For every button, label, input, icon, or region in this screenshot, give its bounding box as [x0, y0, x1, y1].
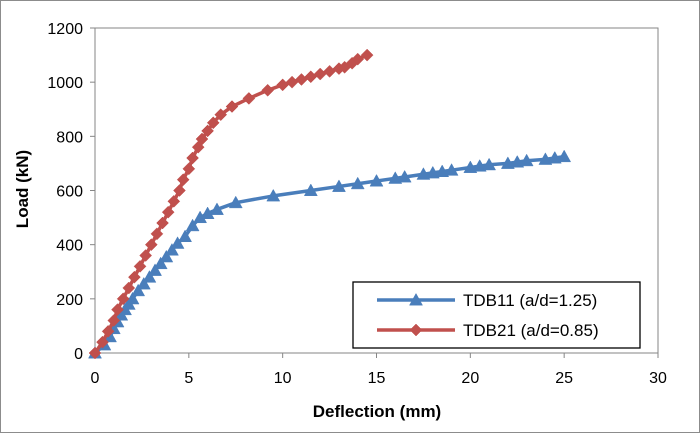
x-tick-label: 5: [184, 370, 193, 387]
data-point: [214, 108, 228, 122]
data-point: [195, 132, 209, 146]
data-point: [547, 150, 562, 164]
data-point: [360, 48, 374, 62]
y-tick-label: 200: [56, 292, 83, 309]
y-tick-label: 1200: [47, 21, 83, 38]
data-point: [200, 206, 215, 219]
legend: TDB11 (a/d=1.25) TDB21 (a/d=0.85): [352, 281, 641, 349]
data-point: [261, 83, 275, 97]
data-point: [510, 155, 525, 168]
data-point: [186, 151, 199, 165]
data-point: [125, 291, 140, 305]
data-point: [482, 157, 497, 171]
data-point: [182, 162, 196, 176]
data-point: [206, 116, 220, 130]
data-point: [96, 335, 109, 349]
data-point: [228, 195, 243, 209]
data-point: [142, 270, 157, 283]
data-point: [323, 64, 336, 78]
data-point: [557, 149, 572, 163]
data-point: [304, 70, 318, 84]
legend-box: [352, 281, 641, 349]
y-tick-label: 400: [56, 238, 83, 255]
data-point: [133, 259, 147, 273]
y-tick-label: 800: [56, 129, 83, 146]
data-point: [435, 164, 450, 177]
data-point: [101, 324, 115, 338]
data-point: [201, 124, 214, 138]
data-point: [144, 238, 158, 252]
x-tick-label: 25: [555, 370, 573, 387]
x-tick-label: 0: [91, 370, 100, 387]
x-tick-label: 20: [461, 370, 479, 387]
data-point: [519, 153, 534, 167]
data-point: [295, 73, 308, 86]
legend-marker: [409, 292, 423, 306]
legend-label: TDB21 (a/d=0.85): [463, 321, 599, 340]
data-point: [170, 236, 185, 249]
legend-label: TDB11 (a/d=1.25): [463, 291, 597, 310]
y-tick-label: 1000: [47, 75, 83, 92]
data-point: [178, 229, 193, 242]
data-point: [285, 75, 299, 89]
data-point: [351, 52, 365, 66]
data-point: [538, 152, 553, 165]
x-tick-label: 30: [649, 370, 667, 387]
data-point: [350, 176, 365, 190]
data-point: [128, 270, 141, 284]
data-point: [136, 276, 151, 290]
data-point: [472, 159, 487, 172]
x-tick-label: 10: [274, 370, 292, 387]
data-point: [242, 92, 256, 105]
y-tick-label: 0: [74, 346, 83, 363]
data-point: [176, 173, 190, 187]
data-point: [122, 281, 136, 295]
data-point: [185, 218, 200, 232]
data-point: [303, 183, 318, 196]
data-point: [500, 156, 515, 169]
data-point: [131, 283, 146, 297]
data-point: [161, 205, 175, 219]
data-point: [425, 165, 440, 179]
data-point: [139, 249, 153, 262]
data-point: [167, 194, 181, 208]
data-point: [369, 174, 384, 187]
data-point: [210, 202, 224, 215]
y-axis-label: Load (kN): [13, 150, 32, 228]
data-point: [313, 67, 327, 81]
series-2: [88, 48, 374, 360]
data-point: [148, 263, 162, 276]
data-point: [416, 167, 431, 180]
x-axis-label: Deflection (mm): [313, 402, 441, 421]
data-point: [111, 303, 124, 317]
legend-marker: [409, 323, 423, 337]
data-point: [107, 314, 121, 327]
y-tick-label: 600: [56, 184, 83, 201]
data-point: [276, 78, 290, 92]
data-point: [266, 188, 281, 202]
data-point: [388, 171, 403, 184]
data-point: [116, 292, 130, 306]
data-point: [332, 179, 346, 192]
data-point: [225, 100, 239, 113]
data-point: [159, 249, 174, 263]
data-point: [463, 160, 478, 173]
data-point: [153, 256, 168, 270]
data-point: [397, 169, 412, 183]
data-point: [165, 243, 179, 256]
x-tick-label: 15: [368, 370, 386, 387]
data-point: [88, 346, 102, 360]
data-point: [173, 184, 186, 197]
data-point: [150, 227, 164, 241]
data-point: [444, 163, 459, 176]
data-point: [156, 216, 169, 230]
